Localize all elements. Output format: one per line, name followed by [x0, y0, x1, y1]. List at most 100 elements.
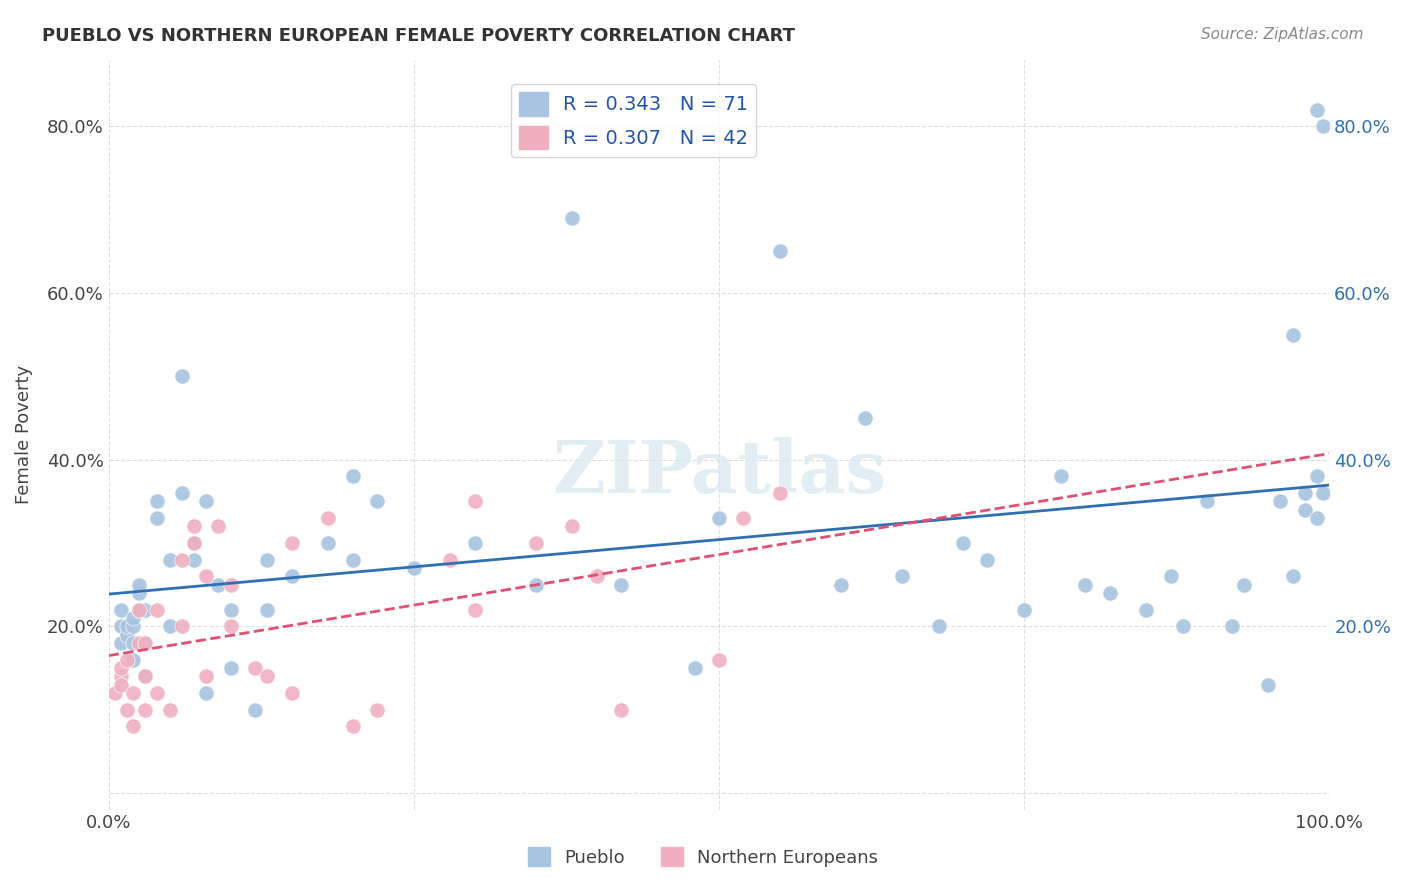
Northern Europeans — [464, 494, 486, 508]
Pueblo — [122, 611, 145, 625]
Pueblo — [128, 602, 150, 616]
Pueblo — [1135, 602, 1157, 616]
Pueblo — [610, 577, 633, 591]
Pueblo — [342, 552, 364, 566]
Pueblo — [115, 627, 138, 641]
Pueblo — [1171, 619, 1194, 633]
Northern Europeans — [159, 702, 181, 716]
Pueblo — [170, 486, 193, 500]
Pueblo — [1281, 327, 1303, 342]
Pueblo — [683, 661, 706, 675]
Pueblo — [134, 669, 156, 683]
Northern Europeans — [561, 519, 583, 533]
Northern Europeans — [134, 636, 156, 650]
Pueblo — [1074, 577, 1097, 591]
Northern Europeans — [128, 636, 150, 650]
Pueblo — [122, 652, 145, 666]
Pueblo — [110, 636, 132, 650]
Northern Europeans — [128, 602, 150, 616]
Text: Source: ZipAtlas.com: Source: ZipAtlas.com — [1201, 27, 1364, 42]
Pueblo — [128, 586, 150, 600]
Pueblo — [1306, 469, 1329, 483]
Pueblo — [170, 369, 193, 384]
Pueblo — [195, 494, 218, 508]
Pueblo — [146, 494, 169, 508]
Pueblo — [243, 702, 266, 716]
Pueblo — [159, 619, 181, 633]
Pueblo — [318, 536, 340, 550]
Pueblo — [183, 536, 205, 550]
Pueblo — [855, 411, 877, 425]
Pueblo — [1197, 494, 1219, 508]
Pueblo — [1312, 120, 1334, 134]
Northern Europeans — [207, 519, 229, 533]
Northern Europeans — [342, 719, 364, 733]
Northern Europeans — [115, 702, 138, 716]
Pueblo — [707, 511, 730, 525]
Pueblo — [280, 569, 302, 583]
Text: PUEBLO VS NORTHERN EUROPEAN FEMALE POVERTY CORRELATION CHART: PUEBLO VS NORTHERN EUROPEAN FEMALE POVER… — [42, 27, 796, 45]
Northern Europeans — [183, 519, 205, 533]
Northern Europeans — [464, 602, 486, 616]
Northern Europeans — [586, 569, 609, 583]
Pueblo — [256, 602, 278, 616]
Pueblo — [1294, 486, 1316, 500]
Northern Europeans — [110, 661, 132, 675]
Pueblo — [1281, 569, 1303, 583]
Pueblo — [1257, 677, 1279, 691]
Pueblo — [110, 602, 132, 616]
Northern Europeans — [122, 686, 145, 700]
Northern Europeans — [110, 677, 132, 691]
Northern Europeans — [115, 652, 138, 666]
Northern Europeans — [280, 536, 302, 550]
Pueblo — [115, 619, 138, 633]
Northern Europeans — [318, 511, 340, 525]
Pueblo — [207, 577, 229, 591]
Northern Europeans — [170, 552, 193, 566]
Northern Europeans — [195, 669, 218, 683]
Pueblo — [128, 577, 150, 591]
Pueblo — [976, 552, 998, 566]
Pueblo — [1160, 569, 1182, 583]
Pueblo — [1098, 586, 1121, 600]
Northern Europeans — [104, 686, 127, 700]
Northern Europeans — [243, 661, 266, 675]
Text: ZIPatlas: ZIPatlas — [553, 436, 886, 508]
Y-axis label: Female Poverty: Female Poverty — [15, 365, 32, 504]
Pueblo — [1306, 511, 1329, 525]
Pueblo — [1294, 502, 1316, 516]
Pueblo — [402, 561, 425, 575]
Pueblo — [1312, 486, 1334, 500]
Pueblo — [928, 619, 950, 633]
Northern Europeans — [439, 552, 461, 566]
Northern Europeans — [170, 619, 193, 633]
Pueblo — [1220, 619, 1243, 633]
Northern Europeans — [134, 702, 156, 716]
Northern Europeans — [146, 602, 169, 616]
Pueblo — [1049, 469, 1071, 483]
Pueblo — [366, 494, 388, 508]
Pueblo — [110, 619, 132, 633]
Pueblo — [952, 536, 974, 550]
Pueblo — [146, 511, 169, 525]
Pueblo — [891, 569, 914, 583]
Pueblo — [183, 552, 205, 566]
Northern Europeans — [219, 577, 242, 591]
Pueblo — [134, 636, 156, 650]
Northern Europeans — [122, 719, 145, 733]
Northern Europeans — [183, 536, 205, 550]
Northern Europeans — [146, 686, 169, 700]
Northern Europeans — [610, 702, 633, 716]
Northern Europeans — [134, 669, 156, 683]
Pueblo — [122, 619, 145, 633]
Pueblo — [830, 577, 852, 591]
Pueblo — [219, 602, 242, 616]
Pueblo — [1233, 577, 1256, 591]
Northern Europeans — [110, 669, 132, 683]
Northern Europeans — [256, 669, 278, 683]
Northern Europeans — [733, 511, 755, 525]
Pueblo — [1306, 103, 1329, 117]
Northern Europeans — [769, 486, 792, 500]
Legend: Pueblo, Northern Europeans: Pueblo, Northern Europeans — [520, 840, 886, 874]
Northern Europeans — [195, 569, 218, 583]
